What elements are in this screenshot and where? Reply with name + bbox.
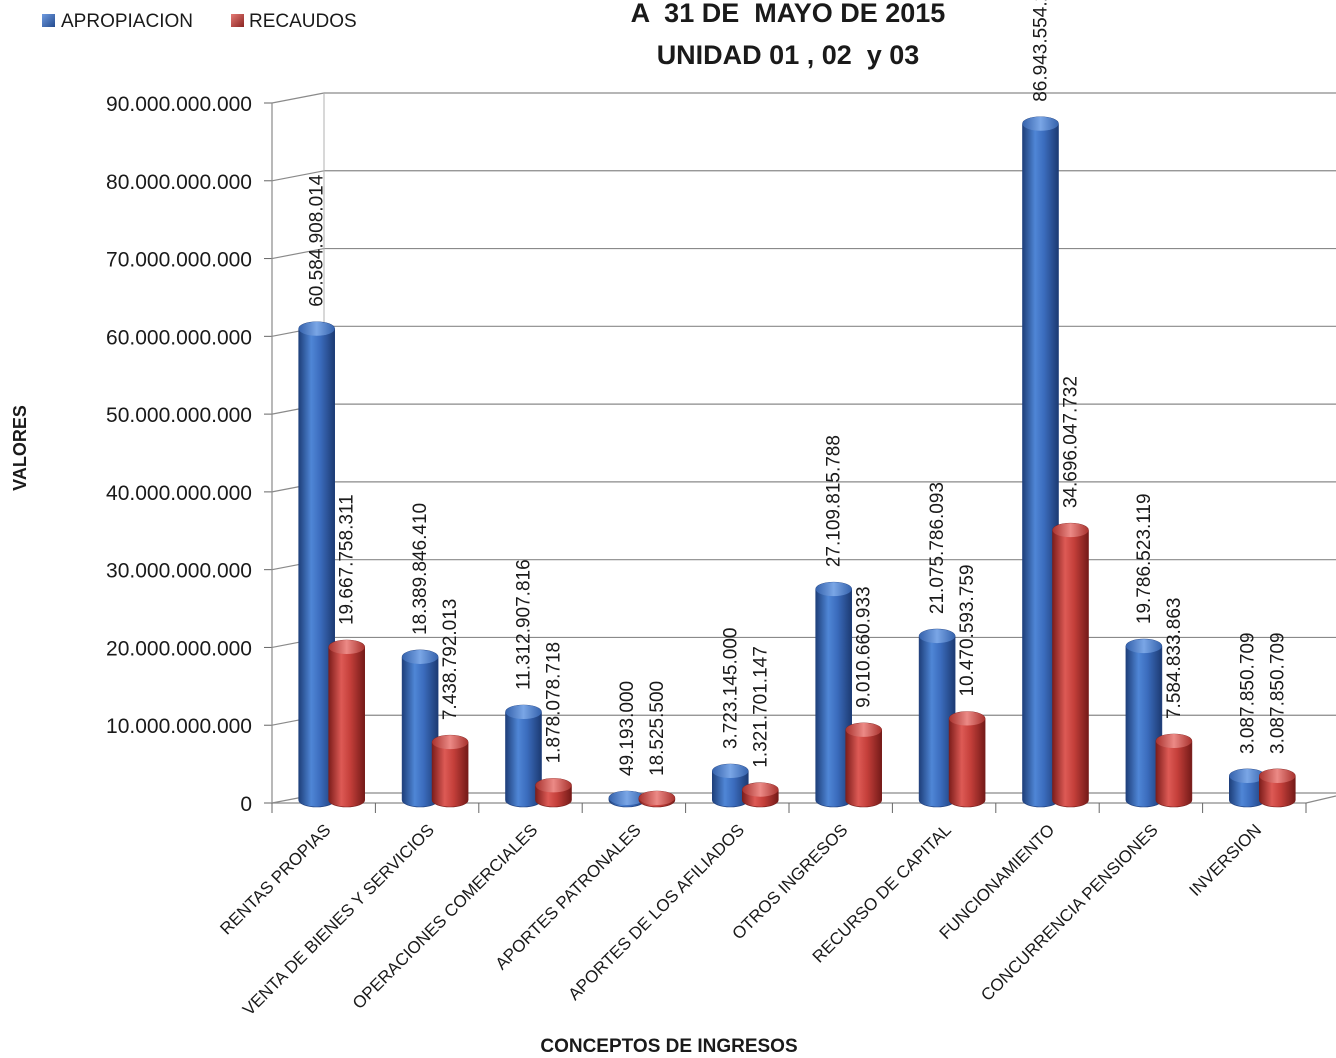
bar-recaudos [328, 639, 365, 808]
x-axis-title: CONCEPTOS DE INGRESOS [540, 1036, 797, 1057]
bar-cap-recaudos [742, 782, 779, 797]
data-label-recaudos: 3.087.850.709 [1267, 632, 1288, 754]
y-tick-label: 90.000.000.000 [106, 93, 252, 116]
bar-cap-recaudos [638, 791, 675, 805]
data-label-apropiacion: 60.584.908.014 [307, 174, 328, 307]
gridline-depth [271, 247, 325, 260]
bar-cap-apropiacion [608, 791, 645, 805]
bar-cap-recaudos [535, 778, 572, 793]
bar-recaudos [948, 711, 986, 808]
floor-edge [1305, 795, 1336, 804]
data-label-apropiacion: 19.786.523.119 [1134, 493, 1155, 624]
data-label-apropiacion: 18.389.846.410 [410, 503, 431, 635]
bar-cap-recaudos [432, 735, 469, 750]
data-label-apropiacion: 86.943.554.252 [1031, 0, 1052, 102]
bar-cap-apropiacion [919, 629, 956, 644]
data-label-recaudos: 1.321.701.147 [750, 646, 771, 768]
bar-cap-apropiacion [1022, 116, 1059, 131]
bar-cap-apropiacion [402, 649, 439, 664]
legend: APROPIACION RECAUDOS [42, 11, 357, 32]
bar-recaudos [1052, 522, 1089, 808]
x-tick-label: APORTES DE LOS AFILIADOS [565, 820, 749, 1004]
x-tick-label: OPERACIONES COMERCIALES [349, 820, 541, 1012]
bar-cap-apropiacion [1125, 639, 1162, 654]
x-tick-label: VENTA DE BIENES Y SERVICIOS [239, 820, 438, 1019]
bar-cap-apropiacion [298, 321, 335, 336]
x-tick-label: INVERSION [1186, 820, 1266, 900]
legend-label-apropiacion: APROPIACION [61, 11, 193, 32]
data-label-recaudos: 7.584.833.863 [1164, 597, 1185, 719]
data-label-recaudos: 34.696.047.732 [1061, 376, 1082, 508]
y-tick-label: 0 [240, 793, 252, 816]
y-tick-label: 70.000.000.000 [106, 249, 252, 272]
data-label-recaudos: 10.470.593.759 [957, 564, 978, 696]
data-label-apropiacion: 11.312.907.816 [514, 559, 535, 690]
chart-title-line1: A 31 DE MAYO DE 2015 [631, 0, 946, 28]
data-label-recaudos: 19.667.758.311 [337, 494, 358, 625]
legend-swatch-apropiacion [42, 14, 55, 27]
y-tick-label: 10.000.000.000 [106, 715, 252, 738]
gridline-depth [271, 170, 325, 182]
data-label-recaudos: 9.010.660.933 [854, 586, 875, 708]
bar-cap-apropiacion [505, 705, 542, 720]
y-tick-label: 50.000.000.000 [106, 404, 252, 427]
bar-cap-apropiacion [1229, 768, 1266, 783]
data-label-apropiacion: 3.723.145.000 [720, 628, 741, 750]
data-label-recaudos: 7.438.792.013 [440, 599, 461, 721]
bar-cap-apropiacion [815, 582, 852, 597]
y-tick-label: 80.000.000.000 [106, 171, 252, 194]
y-tick-label: 20.000.000.000 [106, 637, 252, 660]
y-tick-label: 60.000.000.000 [106, 326, 252, 349]
data-label-apropiacion: 49.193.000 [617, 681, 638, 776]
y-tick-label: 40.000.000.000 [106, 482, 252, 505]
plot-area: 0 10.000.000.000 20.000.000.000 30.000.000.… [106, 0, 1336, 1019]
data-label-apropiacion: 3.087.850.709 [1237, 632, 1258, 754]
bar-cap-recaudos [328, 640, 365, 655]
x-tick-label: RENTAS PROPIAS [216, 820, 334, 938]
data-label-apropiacion: 27.109.815.788 [824, 435, 845, 567]
bar-cap-apropiacion [712, 764, 749, 779]
bar-cap-recaudos [1259, 768, 1296, 783]
data-label-recaudos: 18.525.500 [647, 681, 668, 776]
y-tick-label: 30.000.000.000 [106, 560, 252, 583]
legend-swatch-recaudos [231, 14, 244, 27]
x-tick-label: CONCURRENCIA PENSIONES [977, 820, 1161, 1004]
data-label-recaudos: 1.878.078.718 [544, 642, 565, 764]
x-tick-label: FUNCIONAMIENTO [936, 820, 1059, 943]
bar-cap-recaudos [1155, 734, 1192, 749]
bar-cap-recaudos [845, 722, 882, 737]
legend-label-recaudos: RECAUDOS [249, 11, 357, 32]
bar-cap-recaudos [1052, 523, 1089, 538]
x-tick-label: OTROS INGRESOS [729, 820, 852, 943]
y-axis-title: VALORES [10, 405, 30, 491]
gridline-depth [271, 92, 325, 104]
bar-cap-recaudos [949, 711, 986, 726]
data-label-apropiacion: 21.075.786.093 [927, 482, 948, 614]
chart-title-line2: UNIDAD 01 , 02 y 03 [657, 40, 920, 70]
